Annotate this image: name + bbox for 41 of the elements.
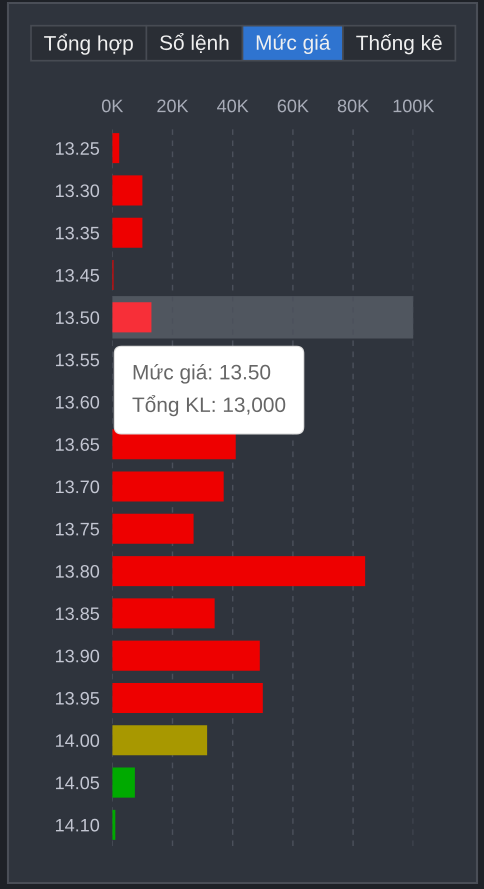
x-tick-label: 20K [157, 100, 188, 112]
bar [112, 640, 260, 671]
text: Thống kê [356, 34, 442, 54]
y-tick-label: 13.45 [56, 268, 100, 282]
bar [112, 598, 215, 628]
y-tick-label: 13.25 [56, 142, 100, 155]
bar [112, 725, 208, 756]
x-tick-label: 60K [278, 100, 309, 112]
bar [112, 471, 224, 502]
bar [112, 218, 142, 248]
y-tick-label: 13.65 [56, 438, 100, 451]
bar [112, 133, 120, 164]
bar [112, 682, 263, 713]
y-tick-label: 13.70 [56, 480, 100, 494]
y-tick-label: 13.55 [56, 354, 100, 366]
bar [112, 514, 194, 544]
y-tick-label: 14.00 [56, 734, 100, 747]
bar [112, 556, 366, 586]
annotation: Mức giá: 13.50 Tổng KL: 13,000 [132, 364, 286, 416]
bar [112, 302, 152, 332]
bar [112, 810, 116, 840]
x-tick-label: 40K [217, 100, 249, 112]
text: Sổ lệnh [160, 33, 228, 54]
y-tick-label: 13.90 [56, 650, 100, 662]
bar [112, 175, 142, 206]
y-tick-label: 13.35 [56, 226, 100, 240]
y-tick-label: 13.80 [56, 565, 100, 578]
y-tick-label: 13.60 [56, 396, 100, 409]
x-tick-label: 80K [338, 100, 369, 112]
y-tick-label: 14.05 [56, 776, 100, 790]
text: Mức giá [256, 34, 330, 54]
text: Tổng hợp [44, 34, 133, 55]
y-tick-label: 13.75 [56, 522, 100, 536]
y-tick-label: 13.85 [56, 607, 100, 620]
bar [112, 768, 135, 798]
y-tick-label: 13.30 [56, 184, 100, 198]
y-tick-label: 14.10 [56, 818, 100, 832]
y-tick-label: 13.95 [56, 692, 100, 705]
x-tick-label: 100K [394, 100, 434, 112]
x-tick-label: 0K [102, 100, 124, 112]
y-tick-label: 13.50 [56, 311, 100, 324]
